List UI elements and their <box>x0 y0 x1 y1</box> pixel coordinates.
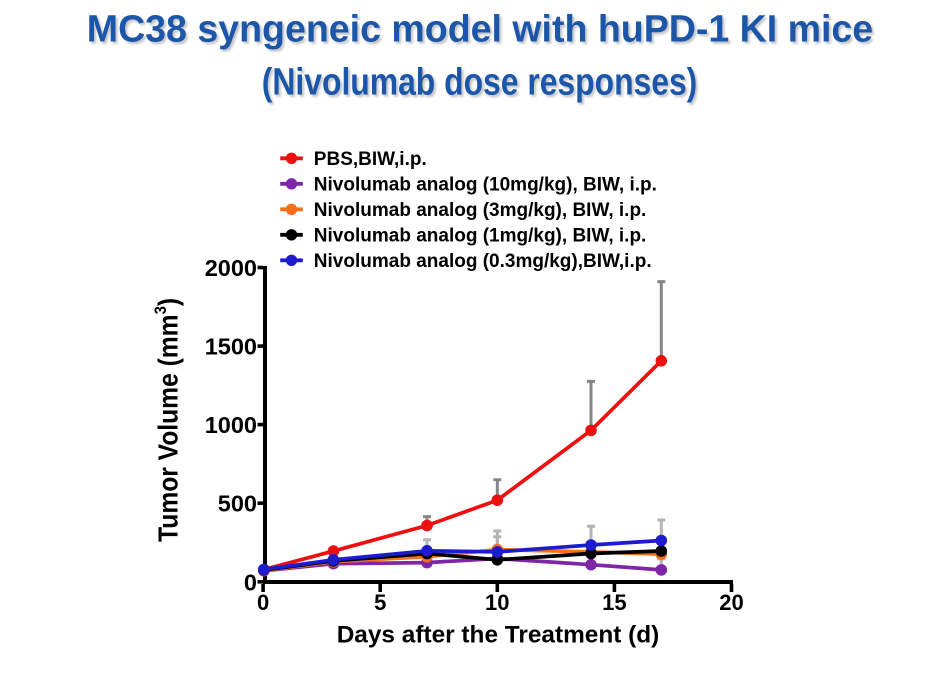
svg-text:1000: 1000 <box>205 412 257 438</box>
svg-text:Nivolumab analog (1mg/kg), BIW: Nivolumab analog (1mg/kg), BIW, i.p. <box>314 226 647 247</box>
svg-text:Nivolumab analog (3mg/kg), BIW: Nivolumab analog (3mg/kg), BIW, i.p. <box>314 200 647 221</box>
svg-text:PBS,BIW,i.p.: PBS,BIW,i.p. <box>314 149 427 170</box>
svg-text:Nivolumab analog (10mg/kg), BI: Nivolumab analog (10mg/kg), BIW, i.p. <box>314 175 657 196</box>
svg-text:5: 5 <box>374 590 386 615</box>
svg-text:(Nivolumab dose responses): (Nivolumab dose responses) <box>262 61 698 103</box>
svg-text:1500: 1500 <box>205 334 257 360</box>
svg-text:20: 20 <box>719 590 743 615</box>
svg-text:Nivolumab analog (0.3mg/kg),BI: Nivolumab analog (0.3mg/kg),BIW,i.p. <box>314 251 652 272</box>
svg-text:Days after the Treatment (d): Days after the Treatment (d) <box>337 621 660 648</box>
svg-text:10: 10 <box>485 590 509 615</box>
svg-text:0: 0 <box>257 590 269 615</box>
svg-text:500: 500 <box>218 491 257 517</box>
svg-text:2000: 2000 <box>205 255 257 281</box>
svg-text:15: 15 <box>602 590 626 615</box>
svg-text:Tumor Volume (mm3): Tumor Volume (mm3) <box>151 298 183 542</box>
svg-text:0: 0 <box>244 569 257 595</box>
svg-text:MC38 syngeneic model with huPD: MC38 syngeneic model with huPD-1 KI mice <box>87 8 873 50</box>
